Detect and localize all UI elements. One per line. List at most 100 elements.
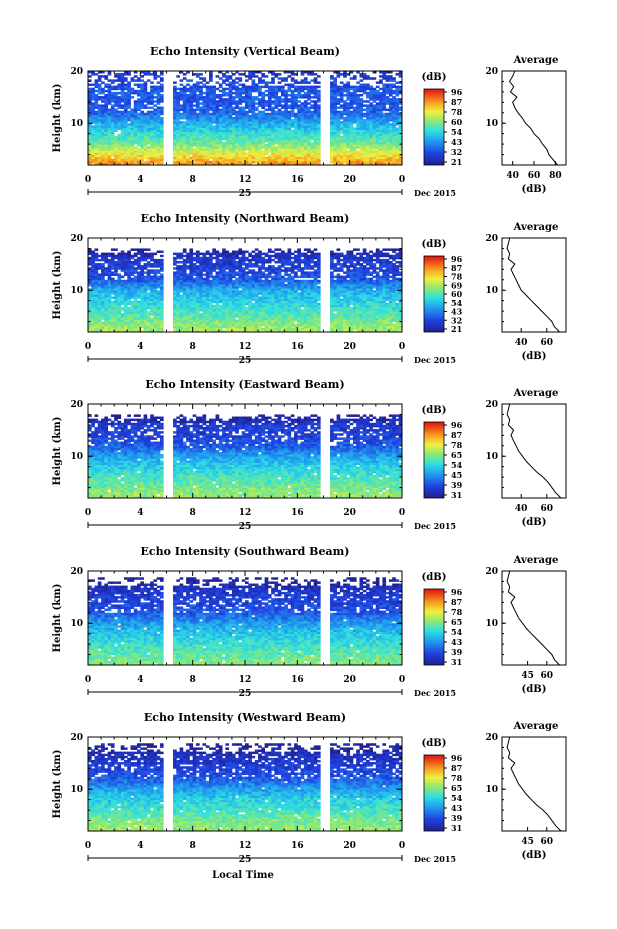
heatmap-cell [294,113,298,115]
day-label: 25 [239,189,252,199]
heatmap-cell [111,92,115,94]
heatmap-cell [157,290,161,292]
heatmap-cell [147,292,151,294]
heatmap-cell [366,84,370,86]
heatmap-cell [140,84,144,86]
heatmap-cell [265,144,269,146]
heatmap-cell [131,109,135,111]
heatmap-cell [104,280,108,282]
heatmap-cell [310,142,314,144]
heatmap-cell [359,79,363,81]
heatmap-cell [160,259,164,261]
heatmap-cell [127,123,131,125]
heatmap-cell [281,98,285,100]
heatmap-cell [268,155,272,157]
heatmap-cell [216,100,220,102]
heatmap-cell [382,113,386,115]
heatmap-cell [314,100,318,102]
heatmap-cell [288,94,292,96]
heatmap-cell [245,79,249,81]
heatmap-cell [291,84,295,86]
heatmap-cell [219,259,223,261]
heatmap-cell [304,86,308,88]
heatmap-cell [131,301,135,303]
heatmap-cell [284,90,288,92]
heatmap-cell [95,253,99,255]
x-tick-label: 16 [291,175,304,185]
panel-1: Echo Intensity (Northward Beam)2010Heigh… [52,212,566,366]
heatmap-cell [117,253,121,255]
heatmap-cell [216,88,220,90]
heatmap-cell [281,111,285,113]
heatmap-cell [271,77,275,79]
x-tick-label: 0 [85,175,91,185]
heatmap-cell [121,104,125,106]
heatmap-cell [114,92,118,94]
heatmap-cell [317,104,321,106]
heatmap-cell [225,75,229,77]
heatmap-cell [173,81,177,83]
heatmap-cell [199,107,203,109]
panel-0: Echo Intensity (Vertical Beam)2010Height… [52,45,566,199]
heatmap-cell [395,81,399,83]
heatmap-cell [379,92,383,94]
heatmap-cell [274,73,278,75]
heatmap-cell [359,84,363,86]
heatmap-cell [278,81,282,83]
heatmap-cell [111,104,115,106]
heatmap-cell [137,148,141,150]
heatmap-cell [265,109,269,111]
heatmap-cell [369,86,373,88]
heatmap-cell [131,248,135,250]
heatmap-cell [255,84,259,86]
heatmap-cell [150,86,154,88]
heatmap-cell [160,84,164,86]
heatmap-cell [127,307,131,309]
heatmap-cell [153,86,157,88]
heatmap-cell [193,263,197,265]
heatmap-cell [193,109,197,111]
heatmap-cell [199,81,203,83]
heatmap-cell [199,86,203,88]
heatmap-cell [101,263,105,265]
heatmap-cell [144,263,148,265]
heatmap-cell [255,75,259,77]
heatmap-cell [111,301,115,303]
heatmap-cell [137,248,141,250]
heatmap-cell [255,102,259,104]
heatmap-cell [114,73,118,75]
heatmap-cell [111,159,115,161]
heatmap-cell [183,121,187,123]
heatmap-cell [297,104,301,106]
heatmap-cells [88,248,402,332]
average-x-tick-label: 80 [549,171,562,181]
heatmap-cell [288,111,292,113]
heatmap-cell [242,107,246,109]
heatmap-cell [137,301,141,303]
heatmap-cell [206,251,210,253]
heatmap-cell [180,113,184,115]
average-profile-line [510,71,558,165]
heatmap-cell [121,73,125,75]
heatmap-cell [392,96,396,98]
heatmap-cell [252,96,256,98]
heatmap-cell [271,107,275,109]
heatmap-cell [111,296,115,298]
heatmap-cell [157,269,161,271]
heatmap-cell [225,92,229,94]
heatmap-cell [206,81,210,83]
heatmap-cell [271,86,275,88]
heatmap-cell [131,255,135,257]
heatmap-cell [389,123,393,125]
heatmap-cell [196,251,200,253]
heatmap-cell [95,248,99,250]
heatmap-cell [297,81,301,83]
heatmap-cell [395,73,399,75]
heatmap-cell [350,86,354,88]
heatmap-cell [114,79,118,81]
heatmap-cell [91,102,95,104]
heatmap-cell [219,253,223,255]
heatmap-cell [134,100,138,102]
heatmap-cell [150,111,154,113]
heatmap-cell [353,75,357,77]
